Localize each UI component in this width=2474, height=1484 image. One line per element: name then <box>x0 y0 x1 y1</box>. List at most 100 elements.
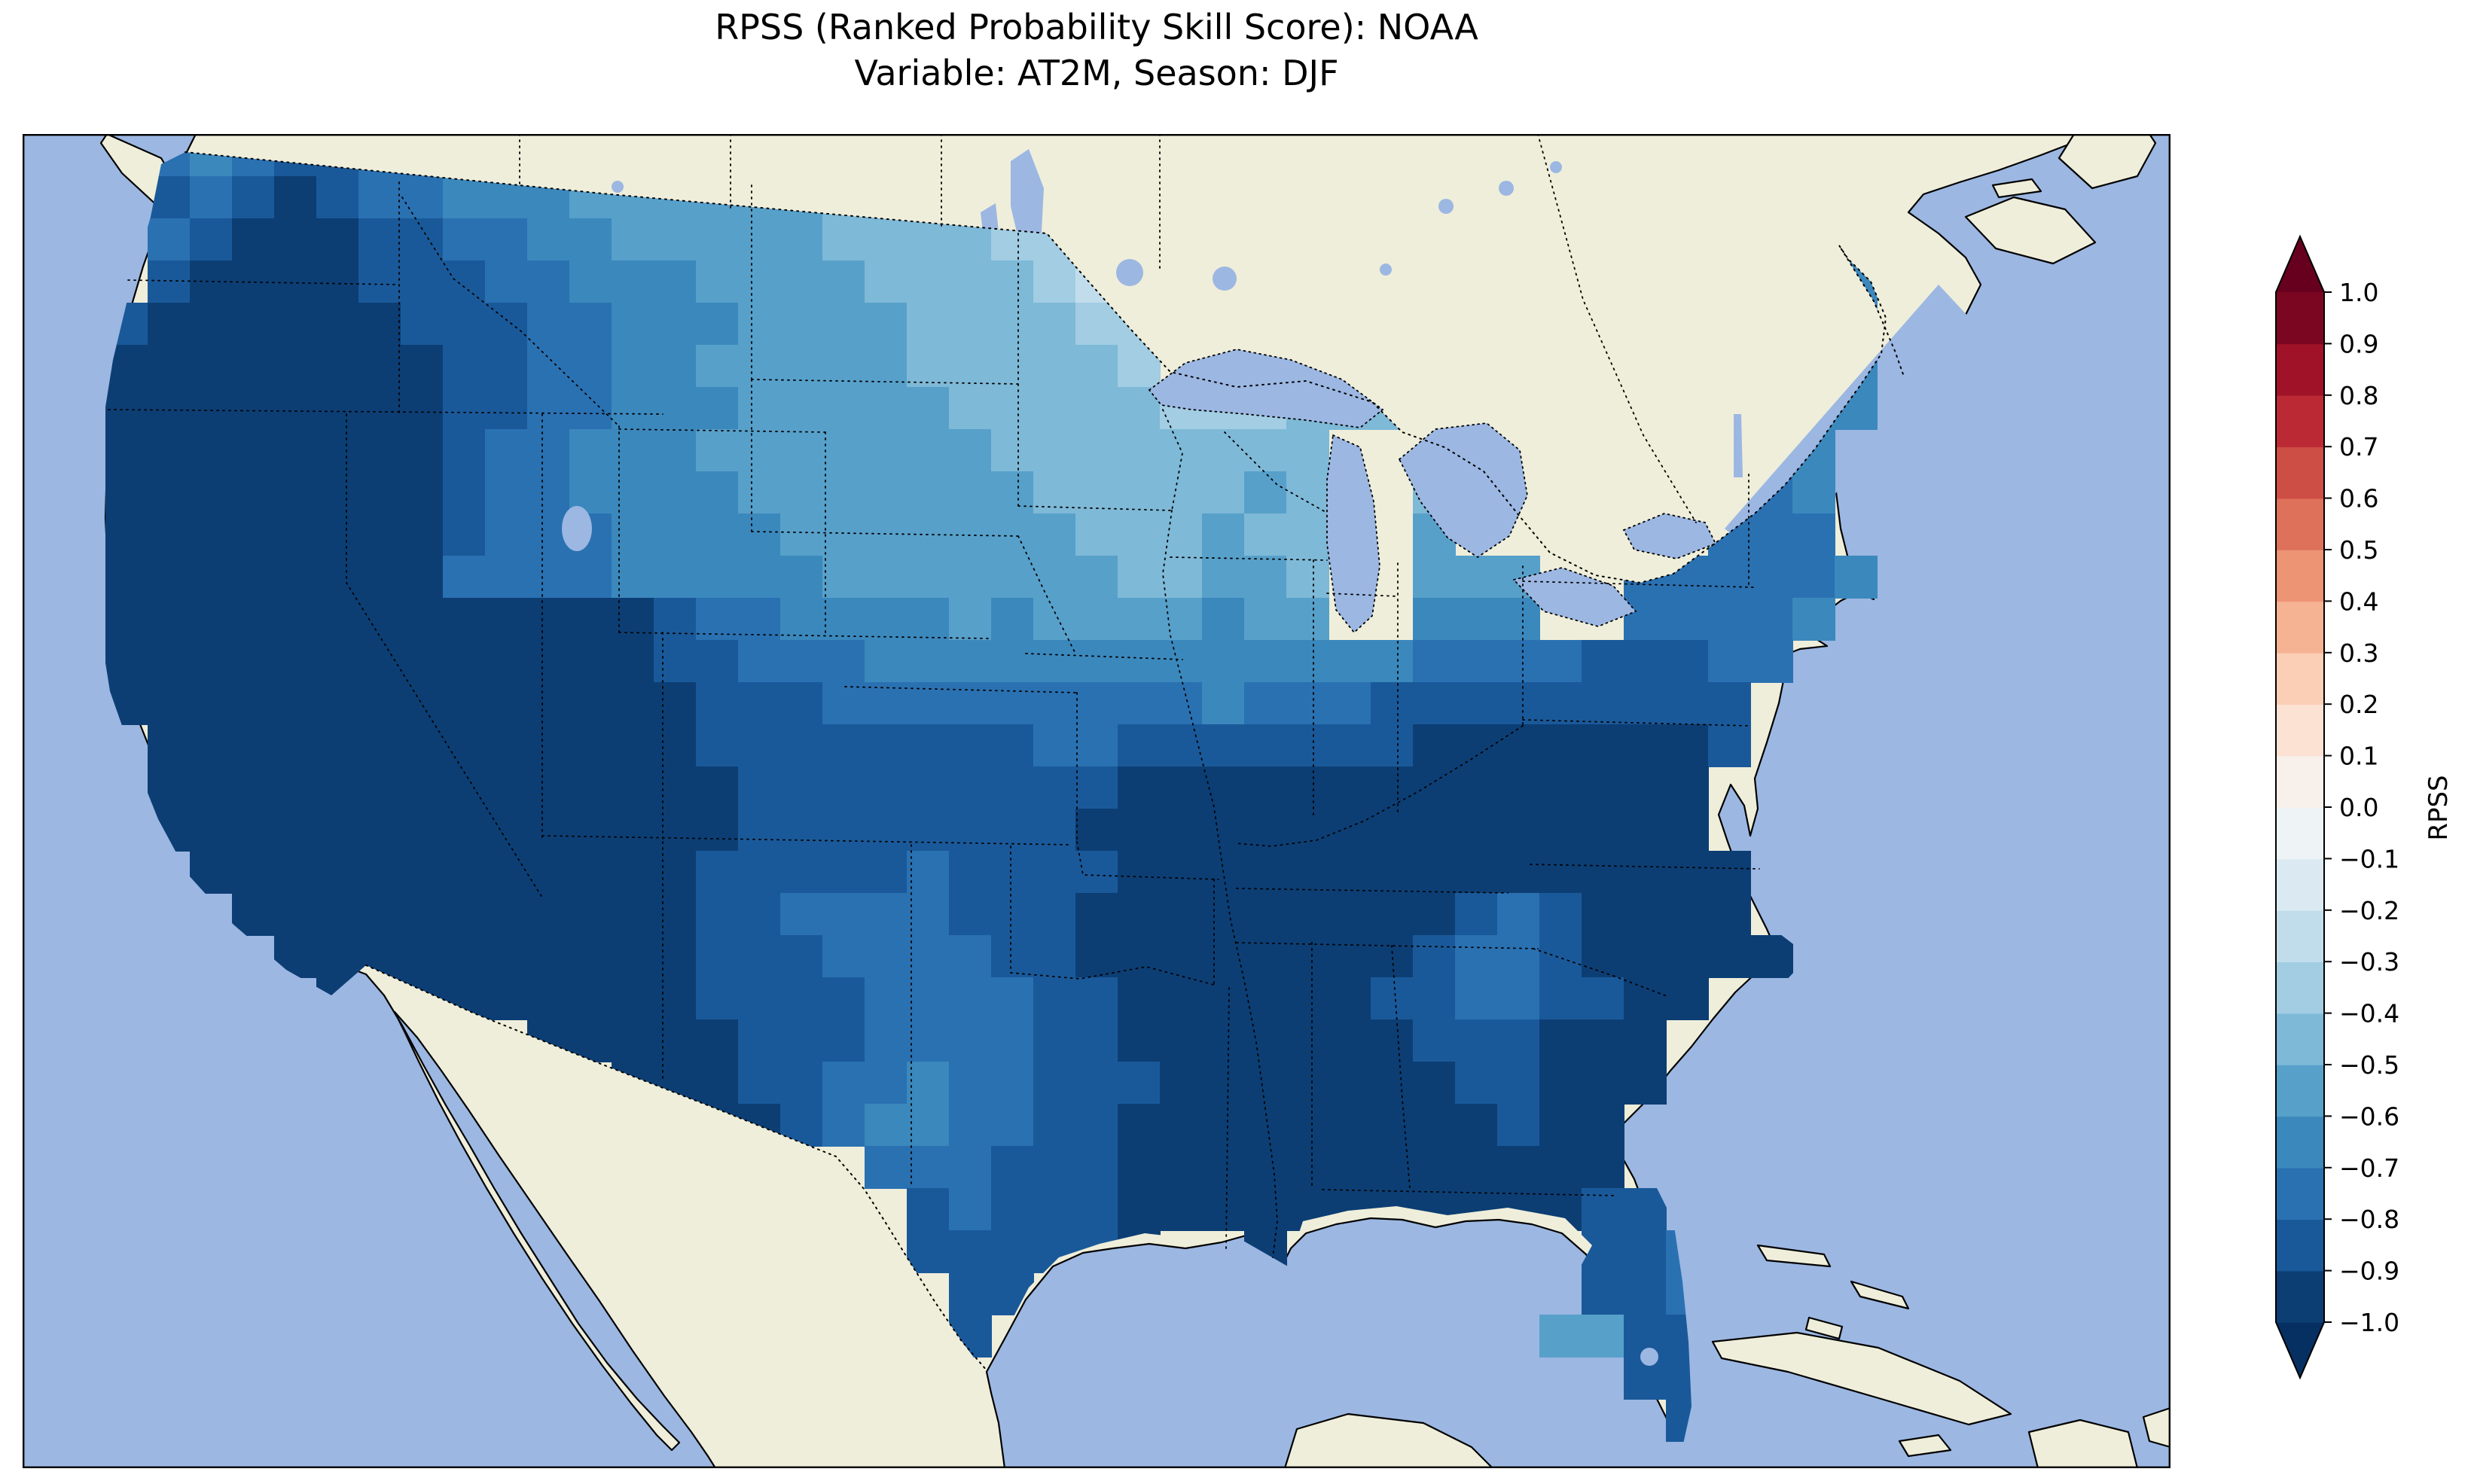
nova-scotia <box>1964 196 2097 265</box>
rpss-grid-cell <box>1033 1104 1077 1147</box>
rpss-grid-cell <box>1118 766 1161 810</box>
rpss-grid-cell <box>1539 1315 1583 1358</box>
rpss-grid-cell <box>569 851 613 894</box>
rpss-grid-cell <box>1455 1104 1499 1147</box>
colorbar-band <box>2276 1167 2324 1220</box>
rpss-grid-cell <box>401 640 444 684</box>
rpss-grid-cell <box>1286 893 1330 937</box>
rpss-grid-cell <box>654 471 697 515</box>
rpss-grid-cell <box>1582 766 1625 810</box>
rpss-grid-cell <box>232 766 276 810</box>
rpss-grid-cell <box>696 513 740 557</box>
rpss-grid-cell <box>1118 809 1161 852</box>
rpss-grid-cell <box>1497 640 1541 684</box>
colorbar-band <box>2276 343 2324 396</box>
yucatan <box>1283 1412 1494 1468</box>
rpss-grid-cell <box>1582 1146 1625 1190</box>
rpss-grid-cell <box>738 640 782 684</box>
rpss-grid-cell <box>949 1230 993 1274</box>
rpss-grid-cell <box>991 429 1035 473</box>
lake-okeechobee <box>1640 1348 1658 1366</box>
rpss-grid-cell <box>527 556 571 599</box>
rpss-grid-cell <box>991 387 1035 431</box>
rpss-grid-cell <box>190 176 233 220</box>
rpss-grid-cell <box>949 977 993 1021</box>
rpss-grid-cell <box>949 556 993 599</box>
rpss-grid-cell <box>865 429 908 473</box>
rpss-grid-cell <box>316 513 360 557</box>
rpss-grid-cell <box>443 471 487 515</box>
rpss-grid-cell <box>612 809 655 852</box>
rpss-grid-cell <box>654 1019 697 1063</box>
rpss-grid-cell <box>907 1146 950 1190</box>
rpss-grid-cell <box>991 261 1035 304</box>
rpss-grid-cell <box>654 851 697 894</box>
rpss-grid-cell <box>316 387 360 431</box>
rpss-grid-cell <box>991 598 1035 641</box>
rpss-grid-cell <box>1118 556 1161 599</box>
rpss-grid-cell <box>1118 1104 1161 1147</box>
rpss-grid-cell <box>949 809 993 852</box>
rpss-grid-cell <box>1244 556 1288 599</box>
colorbar-band <box>2276 1219 2324 1272</box>
rpss-grid-cell <box>738 556 782 599</box>
rpss-grid-cell <box>1371 1104 1414 1147</box>
colorbar-tick-label: 0.9 <box>2339 329 2378 358</box>
rpss-grid-cell <box>1118 977 1161 1021</box>
rpss-grid-cell <box>1244 1019 1288 1063</box>
rpss-grid-cell <box>1624 724 1667 768</box>
rpss-grid-cell <box>443 387 487 431</box>
rpss-grid-cell <box>1413 977 1457 1021</box>
rpss-grid-cell <box>232 345 276 389</box>
rpss-grid-cell <box>401 851 444 894</box>
rpss-grid-cell <box>780 1019 824 1063</box>
rpss-grid-cell <box>780 387 824 431</box>
rpss-grid-cell <box>527 809 571 852</box>
rpss-grid-cell <box>1539 893 1583 937</box>
rpss-grid-cell <box>991 471 1035 515</box>
lake-huron <box>1398 422 1528 559</box>
rpss-grid-cell <box>949 724 993 768</box>
rpss-grid-cell <box>232 640 276 684</box>
rpss-grid-cell <box>865 261 908 304</box>
rpss-grid-cell <box>696 345 740 389</box>
rpss-grid-cell <box>612 345 655 389</box>
colorbar-extend-under <box>2276 1322 2324 1378</box>
rpss-grid-cell <box>696 1062 740 1105</box>
rpss-grid-cell <box>1244 1104 1288 1147</box>
rpss-grid-cell <box>274 387 318 431</box>
rpss-grid-cell <box>401 513 444 557</box>
colorbar-band <box>2276 498 2324 550</box>
rpss-grid-cell <box>485 598 529 641</box>
rpss-grid-cell <box>1075 513 1119 557</box>
rpss-grid-cell <box>1286 1019 1330 1063</box>
rpss-grid-cell <box>401 935 444 979</box>
rpss-grid-cell <box>865 1019 908 1063</box>
rpss-grid-cell <box>1582 893 1625 937</box>
rpss-grid-cell <box>949 682 993 726</box>
rpss-grid-cell <box>654 556 697 599</box>
rpss-grid-cell <box>696 1019 740 1063</box>
rpss-grid-cell <box>1413 766 1457 810</box>
rpss-grid-cell <box>1750 935 1794 979</box>
rpss-grid-cell <box>232 724 276 768</box>
rpss-grid-cell <box>822 1104 866 1147</box>
map-canvas <box>23 134 2170 1468</box>
rpss-grid-cell <box>865 682 908 726</box>
rpss-grid-cell <box>991 1104 1035 1147</box>
rpss-grid-cell <box>822 471 866 515</box>
rpss-grid-cell <box>485 935 529 979</box>
rpss-grid-cell <box>148 640 191 684</box>
rpss-grid-cell <box>780 809 824 852</box>
rpss-grid-cell <box>907 893 950 937</box>
rpss-grid-cell <box>1539 1062 1583 1105</box>
rpss-grid-cell <box>232 513 276 557</box>
rpss-grid-cell <box>1329 809 1372 852</box>
rpss-grid-cell <box>569 640 613 684</box>
rpss-grid-cell <box>1160 1104 1203 1147</box>
colorbar-tick-label: −0.6 <box>2339 1102 2399 1131</box>
rpss-grid-cell <box>738 471 782 515</box>
rpss-grid-cell <box>232 893 276 937</box>
rpss-grid-cell <box>190 218 233 262</box>
colorbar-tick-label: 0.2 <box>2339 690 2378 719</box>
